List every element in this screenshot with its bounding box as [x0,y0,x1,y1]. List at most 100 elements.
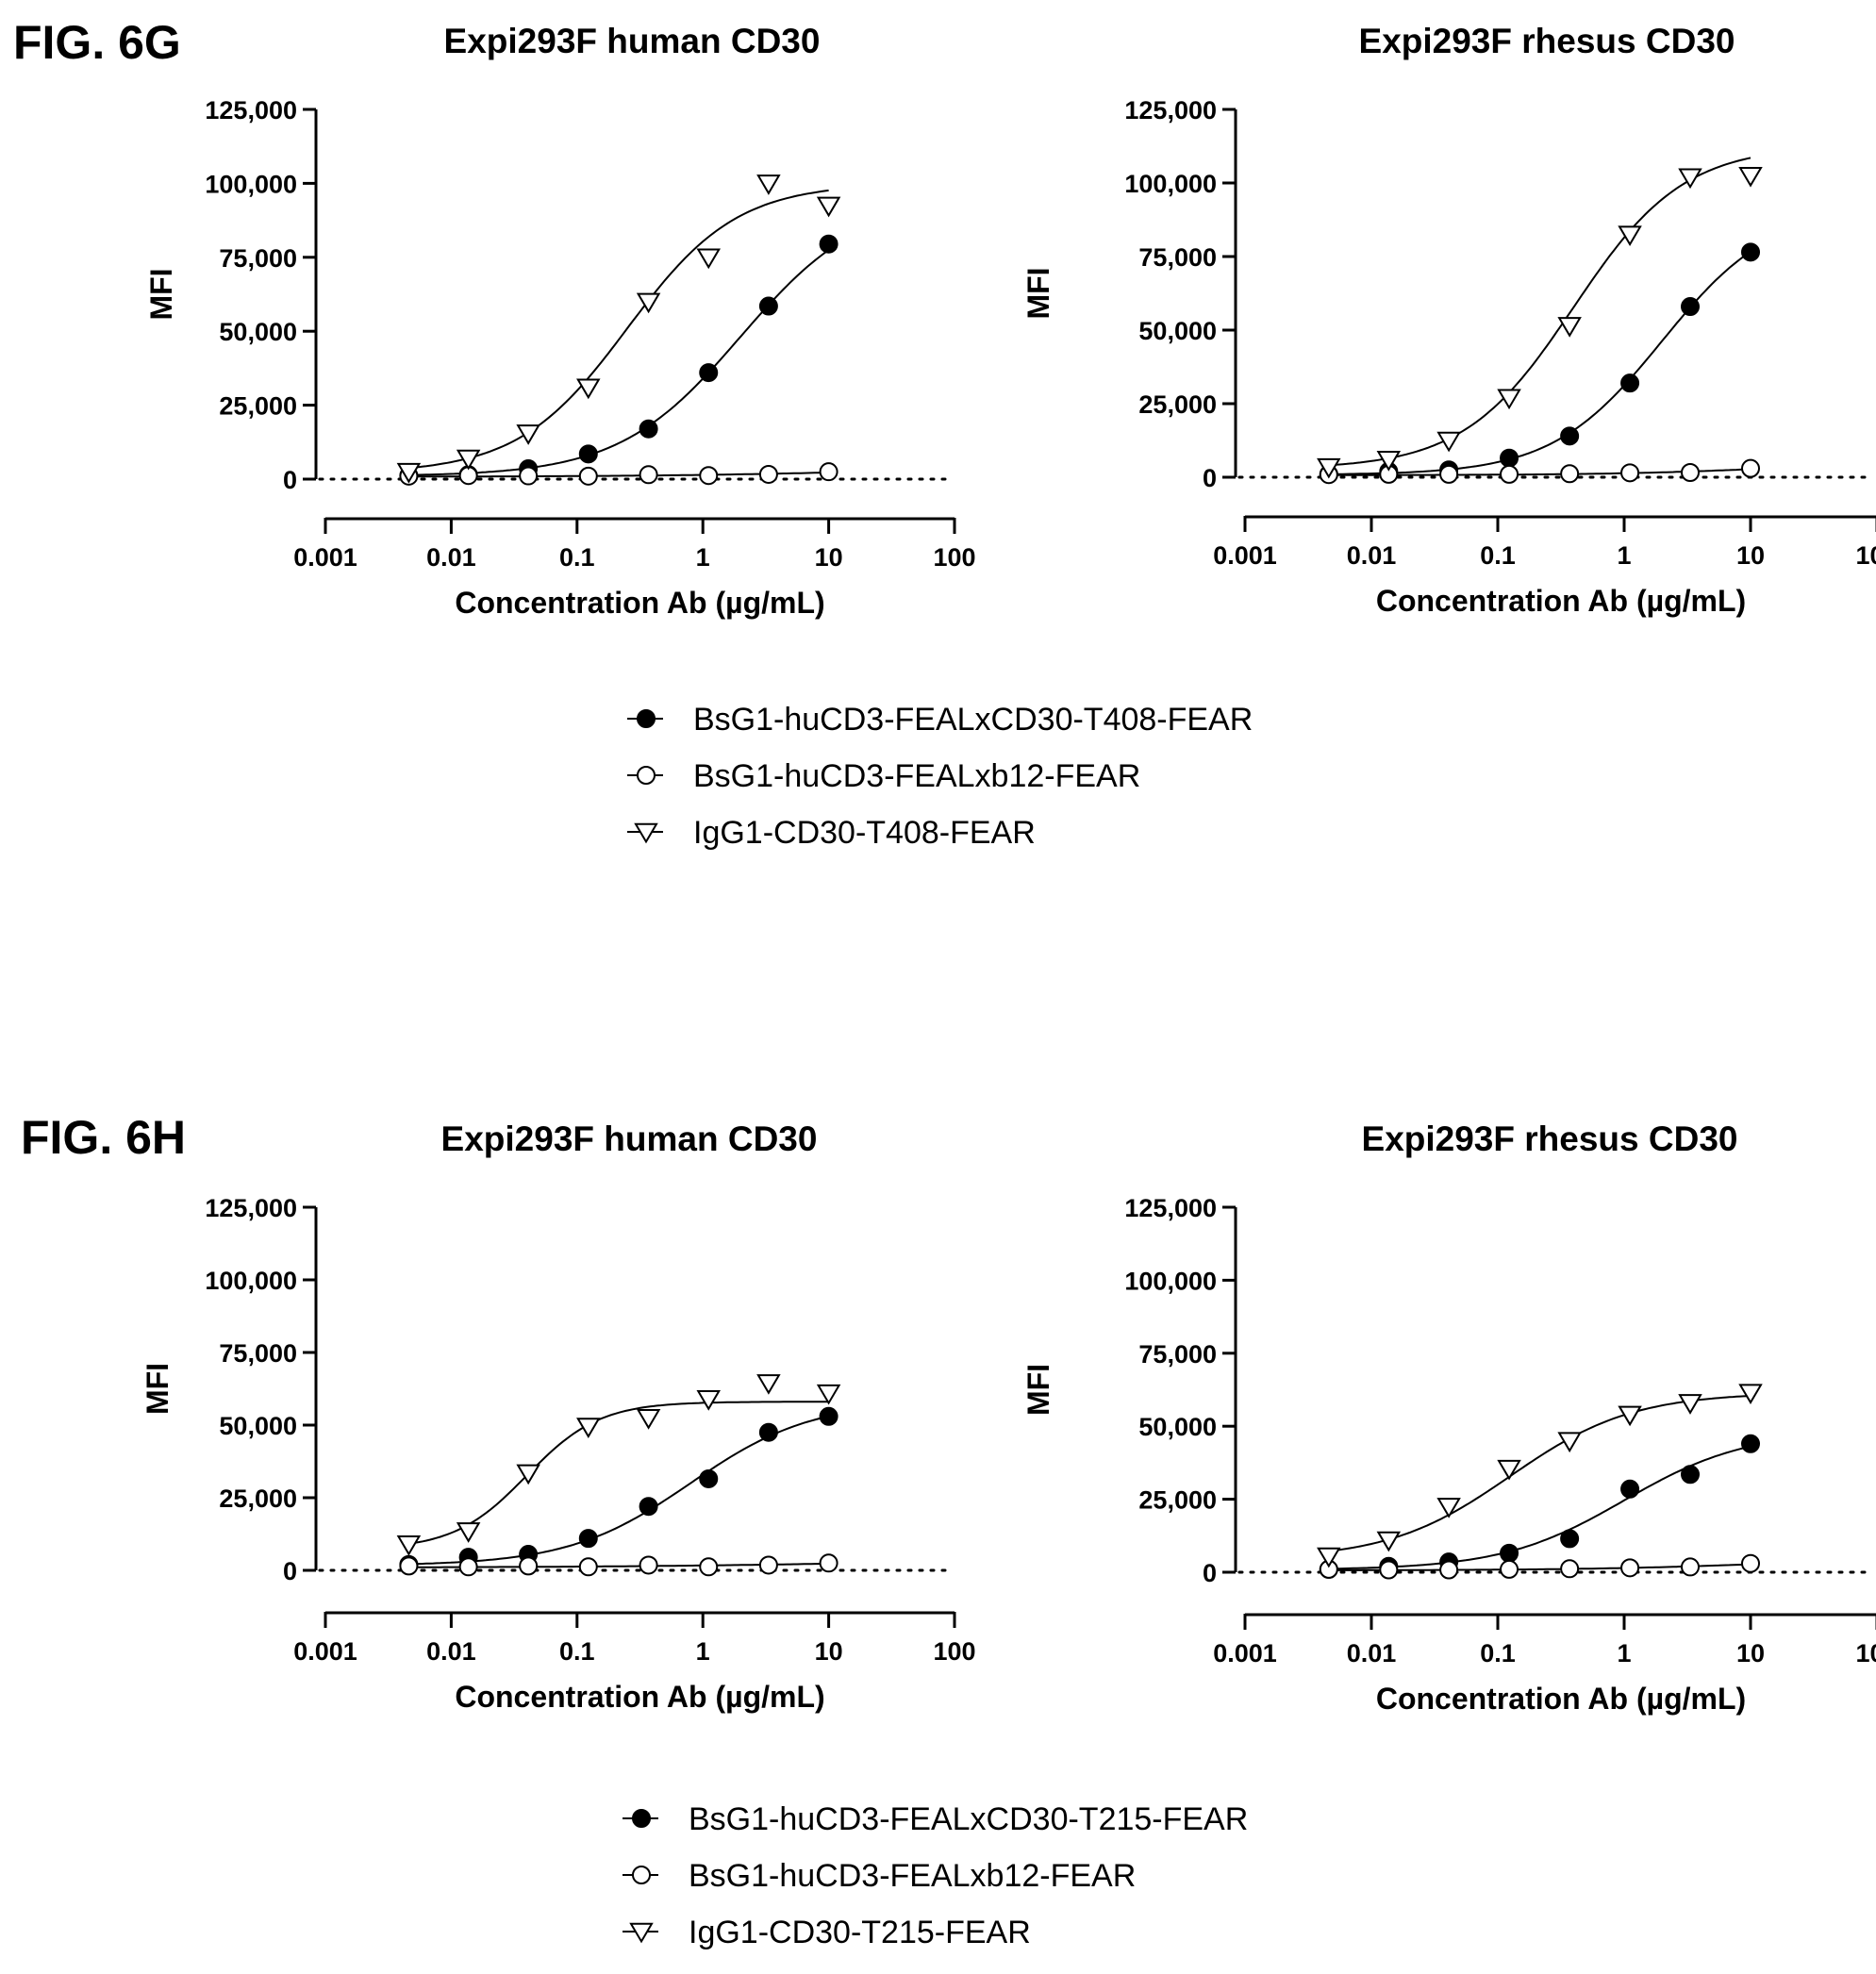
data-point-series-1 [639,465,658,485]
x-tick-label: 0.001 [293,543,357,572]
legend-entry-label: IgG1-CD30-T215-FEAR [689,1915,1031,1950]
x-tick-label: 0.001 [1213,1639,1277,1667]
y-tick-label: 0 [1203,1559,1217,1587]
data-point-series-2 [1618,1405,1642,1427]
x-tick-label: 0.1 [1480,1639,1516,1667]
legend-entry-label: IgG1-CD30-T408-FEAR [693,815,1036,851]
data-point-series-2 [576,378,601,400]
data-point-series-2 [636,292,661,314]
data-point-series-0 [1500,1543,1519,1563]
data-point-series-0 [1741,1434,1760,1453]
data-point-series-1 [758,1555,778,1575]
x-axis-label: Concentration Ab (µg/mL) [455,1680,824,1714]
legend-entry-label: BsG1-huCD3-FEALxb12-FEAR [689,1858,1136,1894]
data-point-series-0 [578,1529,598,1549]
data-point-series-2 [1557,317,1582,338]
data-point-series-1 [399,1556,419,1576]
x-axis-label: Concentration Ab (µg/mL) [1376,584,1746,618]
x-axis-label: Concentration Ab (µg/mL) [1376,1682,1746,1716]
x-axis-label: Concentration Ab (µg/mL) [455,586,824,620]
chart-6h-human: Expi293F human CD30025,00050,00075,00010… [141,1120,976,1714]
data-point-series-2 [1376,1531,1402,1552]
data-point-series-1 [1741,1553,1760,1573]
data-point-series-1 [758,464,778,484]
y-tick-label: 75,000 [219,244,297,273]
data-point-series-2 [636,1409,661,1430]
series-fit-curve-0 [1328,1445,1751,1570]
series-fit-curve-1 [408,1562,829,1568]
x-tick-label: 1 [696,543,710,572]
x-tick-label: 100 [1855,1639,1876,1667]
data-point-series-0 [699,1468,719,1488]
data-point-series-1 [1439,1560,1459,1580]
legend-entry-label: BsG1-huCD3-FEALxCD30-T215-FEAR [689,1801,1248,1837]
data-point-series-2 [1317,1547,1341,1568]
data-point-series-1 [1620,1558,1640,1578]
legend-entry-label: BsG1-huCD3-FEALxb12-FEAR [693,758,1140,794]
data-point-series-2 [1738,166,1763,188]
data-point-series-1 [578,1557,598,1577]
data-point-series-0 [819,1406,838,1426]
legend-marker [632,1809,651,1828]
data-point-series-1 [458,1557,478,1577]
y-tick-label: 100,000 [205,170,297,198]
data-point-series-1 [639,1555,658,1575]
chart-6g-human: Expi293F human CD30025,00050,00075,00010… [144,22,976,620]
data-point-series-2 [1497,1459,1521,1481]
series-fit-curve-0 [1328,250,1751,475]
x-tick-label: 0.1 [559,1637,595,1666]
legend-6g: BsG1-huCD3-FEALxCD30-T408-FEAR BsG1-huCD3… [627,702,1253,851]
data-point-series-2 [756,174,781,195]
y-tick-label: 50,000 [1138,317,1217,345]
data-point-series-1 [699,1557,719,1577]
y-axis-label: MFI [1021,267,1055,319]
data-point-series-1 [1439,464,1459,484]
data-point-series-1 [1681,463,1701,483]
y-tick-label: 125,000 [205,96,297,124]
data-point-series-1 [1681,1557,1701,1577]
data-point-series-1 [1560,1559,1580,1579]
series-fit-curve-0 [408,249,830,476]
series-fit-curve-2 [1328,157,1751,467]
y-tick-label: 50,000 [219,1412,297,1440]
x-tick-label: 10 [815,543,843,572]
y-tick-label: 100,000 [205,1267,297,1295]
y-tick-label: 75,000 [219,1339,297,1368]
y-tick-label: 100,000 [1124,1267,1217,1295]
data-point-series-0 [819,234,838,254]
data-point-series-0 [758,296,778,316]
y-tick-label: 25,000 [219,1485,297,1513]
data-point-series-0 [639,419,658,439]
chart-title: Expi293F rhesus CD30 [1359,22,1735,60]
data-point-series-2 [1678,1394,1702,1415]
chart-title: Expi293F human CD30 [444,22,821,60]
x-tick-label: 0.01 [426,1637,476,1666]
x-tick-label: 0.01 [1347,1639,1397,1667]
data-point-series-0 [1620,1479,1640,1499]
y-tick-label: 50,000 [219,318,297,346]
data-point-series-0 [1620,373,1640,393]
legend-marker [634,822,658,844]
x-tick-label: 0.001 [293,1637,357,1666]
data-point-series-2 [696,248,721,270]
y-tick-label: 125,000 [1124,1194,1217,1222]
y-axis-label: MFI [1021,1364,1055,1416]
data-point-series-1 [519,1556,539,1576]
series-fit-curve-2 [408,189,829,470]
figure-label-6h: FIG. 6H [21,1111,186,1164]
y-tick-label: 0 [283,466,297,494]
series-fit-curve-1 [408,472,829,478]
y-tick-label: 0 [1203,464,1217,492]
x-tick-label: 10 [815,1637,843,1666]
series-fit-curve-1 [1328,1563,1751,1571]
x-tick-label: 1 [1617,1639,1631,1667]
series-fit-curve-2 [1328,1395,1751,1552]
series-fit-curve-0 [408,1415,829,1566]
data-point-series-0 [758,1422,778,1442]
data-point-series-1 [1741,458,1760,478]
y-axis-label: MFI [144,268,178,320]
data-point-series-0 [578,444,598,464]
legend-entry-label: BsG1-huCD3-FEALxCD30-T408-FEAR [693,702,1253,738]
x-tick-label: 0.1 [559,543,595,572]
chart-6g-rhesus: Expi293F rhesus CD30 0 25,000 50,000 75,000 1… [1021,22,1876,618]
